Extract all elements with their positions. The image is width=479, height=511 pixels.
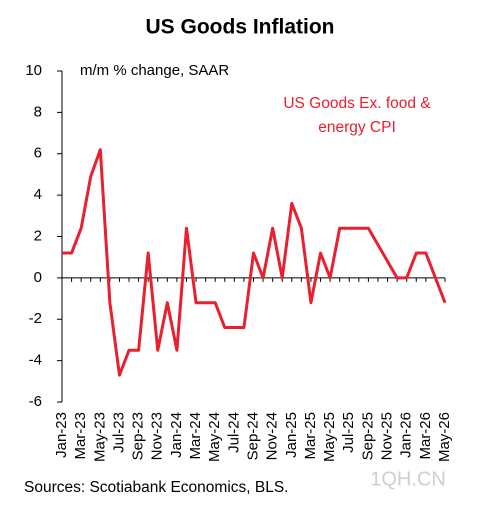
x-tick-label: Nov-24 xyxy=(264,412,281,460)
subtitle: m/m % change, SAAR xyxy=(80,62,229,79)
x-tick-label: Jan-26 xyxy=(398,412,415,458)
x-tick-label: Mar-26 xyxy=(417,412,434,460)
x-tick-label: Jul-24 xyxy=(225,412,242,453)
y-tick-label: 6 xyxy=(34,145,42,162)
watermark: 1QH.CN xyxy=(370,468,446,490)
y-tick-label: -6 xyxy=(29,393,42,410)
x-tick-label: Jan-23 xyxy=(53,412,70,458)
x-tick-label: Jul-23 xyxy=(110,412,127,453)
x-tick-label: May-25 xyxy=(321,412,338,462)
y-tick-label: -2 xyxy=(29,310,42,327)
legend-entry: US Goods Ex. food & energy CPI xyxy=(283,95,431,136)
y-tick-label: 0 xyxy=(34,269,42,286)
y-tick-label: 2 xyxy=(34,227,42,244)
x-tick-label: Sep-24 xyxy=(244,412,261,460)
source: Sources: Scotiabank Economics, BLS. xyxy=(24,479,289,496)
x-tick-label: Nov-25 xyxy=(379,412,396,460)
x-tick-label: Mar-25 xyxy=(302,412,319,460)
x-tick-label: May-23 xyxy=(91,412,108,462)
x-tick-label: May-26 xyxy=(436,412,453,462)
x-tick-label: Sep-23 xyxy=(130,412,147,460)
x-tick-label: Sep-25 xyxy=(359,412,376,460)
chart-title: US Goods Inflation xyxy=(146,16,335,39)
x-tick-label: May-24 xyxy=(206,412,223,462)
y-tick-label: 4 xyxy=(34,186,42,203)
x-tick-label: Mar-23 xyxy=(72,412,89,460)
x-tick-label: Jul-25 xyxy=(340,412,357,453)
x-tick-label: Jan-25 xyxy=(283,412,300,458)
x-tick-label: Mar-24 xyxy=(187,412,204,460)
line-series xyxy=(62,148,447,377)
y-tick-label: 10 xyxy=(25,62,42,79)
x-tick-label: Nov-23 xyxy=(149,412,166,460)
x-tick-label: Jan-24 xyxy=(168,412,185,458)
y-tick-label: -4 xyxy=(29,352,42,369)
y-tick-label: 8 xyxy=(34,103,42,120)
